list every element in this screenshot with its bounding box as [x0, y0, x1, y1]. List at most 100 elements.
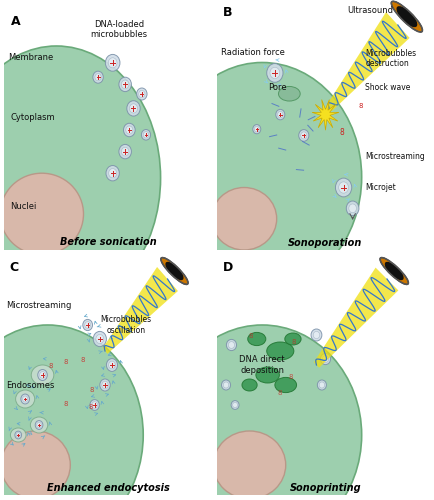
Text: DNA direct
deposition: DNA direct deposition	[240, 356, 285, 374]
Circle shape	[105, 54, 120, 71]
Text: Ultrasound: Ultrasound	[348, 6, 394, 15]
Circle shape	[339, 182, 349, 193]
Circle shape	[93, 71, 103, 83]
Circle shape	[221, 380, 230, 390]
Circle shape	[108, 168, 117, 178]
Circle shape	[320, 354, 331, 364]
Text: 8: 8	[63, 400, 68, 406]
Circle shape	[119, 77, 132, 92]
Ellipse shape	[256, 367, 279, 383]
Ellipse shape	[242, 379, 257, 391]
Circle shape	[335, 178, 352, 197]
Circle shape	[83, 320, 92, 330]
Circle shape	[95, 74, 101, 81]
Ellipse shape	[380, 258, 408, 284]
Ellipse shape	[165, 262, 184, 280]
Ellipse shape	[248, 332, 266, 345]
Text: Microstreaming: Microstreaming	[365, 152, 425, 161]
Circle shape	[85, 322, 91, 328]
Circle shape	[322, 356, 329, 362]
Circle shape	[38, 370, 47, 380]
Circle shape	[276, 110, 285, 120]
Circle shape	[37, 422, 41, 428]
Circle shape	[299, 130, 309, 141]
Circle shape	[39, 372, 46, 378]
Ellipse shape	[16, 390, 35, 408]
Circle shape	[129, 104, 138, 113]
Ellipse shape	[30, 417, 48, 433]
Text: 8: 8	[288, 374, 293, 380]
Circle shape	[124, 124, 135, 136]
Polygon shape	[312, 100, 339, 130]
Circle shape	[92, 402, 97, 408]
Circle shape	[224, 382, 229, 388]
Ellipse shape	[214, 431, 286, 499]
Circle shape	[311, 329, 322, 341]
Circle shape	[108, 58, 117, 68]
Text: Sonoprinting: Sonoprinting	[289, 483, 362, 493]
Text: 8: 8	[89, 387, 94, 393]
Text: DNA-loaded
microbubbles: DNA-loaded microbubbles	[90, 20, 148, 39]
Ellipse shape	[279, 86, 300, 101]
Circle shape	[119, 144, 132, 159]
Circle shape	[317, 380, 326, 390]
Text: D: D	[223, 261, 233, 274]
Circle shape	[270, 68, 280, 78]
Circle shape	[346, 201, 359, 216]
Circle shape	[102, 382, 108, 388]
Text: Before sonication: Before sonication	[60, 237, 157, 247]
Circle shape	[90, 400, 99, 410]
Text: Shock wave: Shock wave	[365, 83, 411, 92]
Ellipse shape	[161, 258, 188, 284]
Circle shape	[349, 204, 356, 212]
Circle shape	[301, 132, 307, 139]
Text: B: B	[223, 6, 232, 19]
Circle shape	[141, 130, 151, 140]
Circle shape	[108, 361, 115, 369]
Ellipse shape	[391, 2, 422, 32]
Text: 8: 8	[48, 362, 53, 368]
Circle shape	[319, 382, 325, 388]
Text: Cytoplasm: Cytoplasm	[10, 114, 55, 122]
Text: C: C	[10, 261, 19, 274]
Circle shape	[122, 80, 129, 88]
Ellipse shape	[0, 46, 161, 310]
Circle shape	[15, 431, 22, 439]
Ellipse shape	[163, 325, 362, 500]
Polygon shape	[314, 268, 398, 368]
Text: Radiation force: Radiation force	[220, 48, 285, 56]
Text: Membrane: Membrane	[9, 54, 54, 62]
Circle shape	[106, 166, 119, 181]
Ellipse shape	[0, 173, 83, 255]
Text: Endosomes: Endosomes	[6, 380, 54, 390]
Ellipse shape	[212, 188, 277, 250]
Text: Pore: Pore	[268, 83, 286, 92]
Text: 8: 8	[248, 333, 253, 339]
Ellipse shape	[385, 262, 404, 280]
Circle shape	[35, 420, 43, 430]
Text: 8: 8	[340, 128, 345, 138]
Circle shape	[122, 148, 129, 156]
Circle shape	[23, 396, 28, 402]
Circle shape	[21, 394, 30, 404]
Text: Microstreaming: Microstreaming	[6, 300, 72, 310]
Text: 8: 8	[277, 390, 282, 396]
Text: Microbubbles
oscillation: Microbubbles oscillation	[100, 316, 151, 334]
Circle shape	[231, 400, 239, 409]
Ellipse shape	[267, 342, 294, 360]
Text: 8: 8	[88, 404, 92, 410]
Circle shape	[278, 112, 283, 117]
Circle shape	[227, 340, 237, 350]
Circle shape	[100, 379, 110, 391]
Text: 8: 8	[63, 359, 68, 365]
Text: 8: 8	[358, 104, 362, 110]
Text: Microbubbles
destruction: Microbubbles destruction	[365, 48, 416, 68]
Ellipse shape	[285, 333, 301, 345]
Text: Nuclei: Nuclei	[10, 202, 37, 211]
Circle shape	[228, 342, 234, 348]
Circle shape	[267, 64, 283, 82]
Circle shape	[16, 432, 20, 438]
Text: Sonoporation: Sonoporation	[288, 238, 363, 248]
Circle shape	[96, 334, 104, 344]
Polygon shape	[102, 267, 178, 354]
